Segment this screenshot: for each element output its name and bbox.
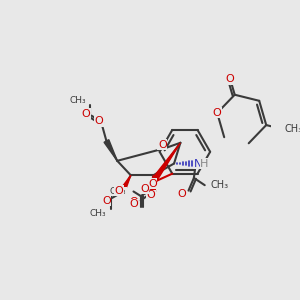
Text: O: O [129, 199, 138, 209]
Text: O: O [177, 189, 186, 199]
Text: O: O [213, 108, 222, 118]
Text: CH₃: CH₃ [110, 187, 126, 196]
Text: O: O [148, 178, 157, 189]
Text: O: O [226, 74, 235, 84]
Text: O: O [102, 196, 111, 206]
Text: CH₃: CH₃ [90, 208, 106, 217]
Text: CH₃: CH₃ [210, 180, 228, 190]
Text: CH₃: CH₃ [69, 96, 86, 105]
Text: CH₃: CH₃ [285, 124, 300, 134]
Polygon shape [104, 140, 117, 161]
Text: O: O [129, 197, 138, 207]
Text: O: O [140, 184, 149, 194]
Polygon shape [150, 143, 180, 184]
Polygon shape [151, 175, 156, 191]
Text: O: O [95, 116, 103, 126]
Text: H: H [200, 158, 208, 169]
Polygon shape [122, 175, 131, 190]
Text: N: N [194, 158, 202, 169]
Text: O: O [115, 186, 123, 196]
Text: O: O [158, 140, 167, 150]
Text: O: O [81, 109, 90, 119]
Text: O: O [146, 190, 155, 200]
